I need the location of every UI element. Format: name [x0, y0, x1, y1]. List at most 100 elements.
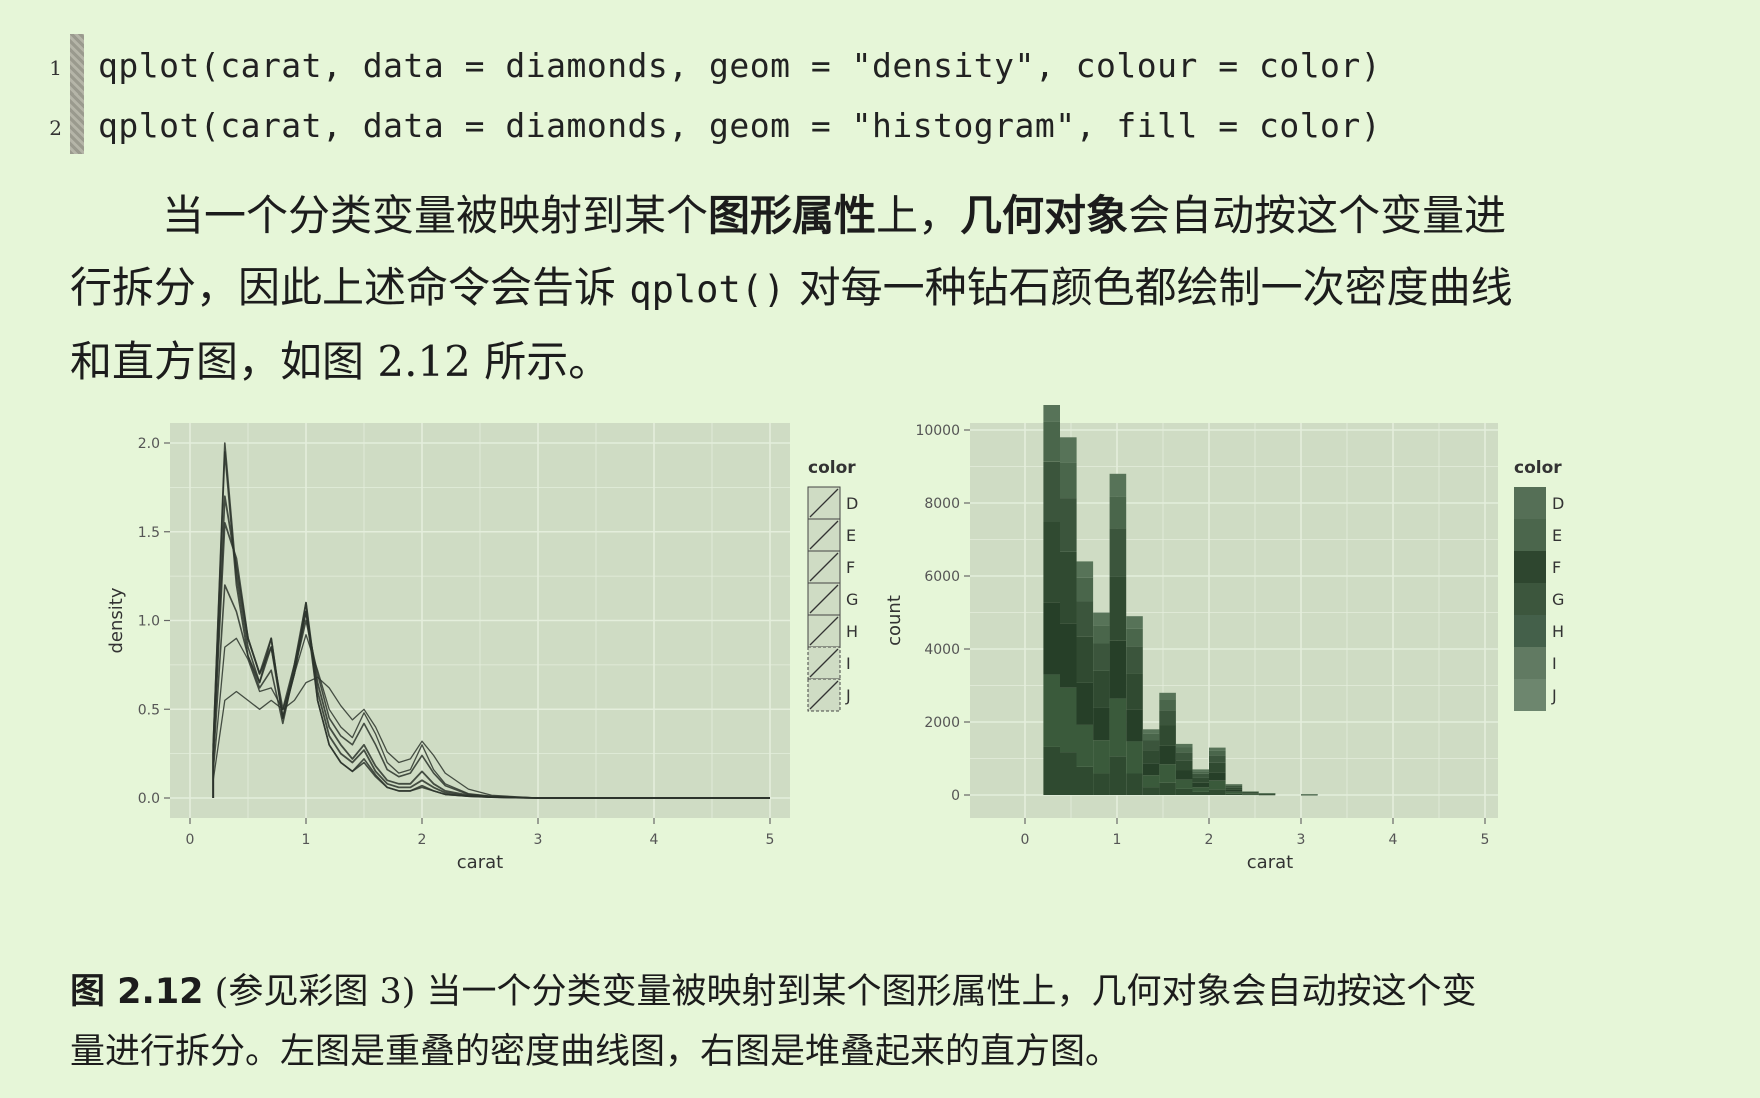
hist-bar-segment	[1060, 687, 1077, 753]
hist-bar-segment	[1109, 473, 1127, 497]
hist-bar-segment	[1076, 682, 1094, 725]
para-text: 和直方图，如图 2.12 所示。	[70, 337, 611, 386]
hist-bar-segment	[1258, 793, 1276, 794]
legend-title: color	[808, 458, 856, 478]
hist-bar-segment	[1076, 636, 1094, 683]
para-text: 行拆分，因此上述命令会告诉	[70, 263, 630, 312]
hist-bar-segment	[1175, 788, 1193, 795]
hist-bar-segment	[1225, 784, 1243, 785]
x-tick-label: 4	[650, 832, 659, 848]
hist-bar-segment	[1142, 775, 1160, 788]
x-tick-label: 1	[1113, 832, 1122, 848]
legend-key	[1514, 551, 1546, 583]
y-tick-label: 1.5	[138, 525, 160, 541]
hist-bar-segment	[1159, 764, 1176, 783]
hist-bar-segment	[1192, 769, 1209, 772]
hist-bar-segment	[1109, 640, 1127, 699]
hist-bar-segment	[1242, 791, 1259, 792]
y-tick-label: 0.0	[138, 791, 160, 807]
legend-key-line	[809, 648, 839, 678]
hist-bar-segment	[1242, 792, 1259, 794]
hist-bar-segment	[1076, 601, 1094, 637]
hist-bar-segment	[1060, 752, 1077, 795]
hist-bar-segment	[1301, 794, 1318, 795]
x-tick-label: 0	[1021, 832, 1030, 848]
hist-bar-segment	[1225, 791, 1243, 794]
x-tick-label: 0	[186, 832, 195, 848]
hist-bar-segment	[1209, 755, 1226, 763]
hist-bar-segment	[1242, 793, 1259, 795]
y-tick-label: 1.0	[138, 614, 160, 630]
hist-bar-segment	[1060, 462, 1077, 499]
hist-bar-segment	[1043, 522, 1060, 603]
hist-bar-segment	[1109, 698, 1127, 757]
legend-label: G	[846, 590, 858, 609]
histogram-chart: 0 1 2 3 4 5 0 2000 4000 6000 8000 10000 carat count co…	[884, 405, 1564, 873]
x-tick-label: 1	[302, 832, 311, 848]
y-tick-label: 6000	[924, 569, 960, 585]
legend-label: H	[1552, 622, 1564, 641]
hist-bar-segment	[1126, 741, 1143, 774]
caption-text: (参见彩图 3) 当一个分类变量被映射到某个图形属性上，几何对象会自动按这个变	[203, 972, 1477, 1012]
para-text: 对每一种钻石颜色都绘制一次密度曲线	[785, 263, 1513, 312]
legend-key-line	[809, 584, 839, 614]
para-text: 会自动按这个变量进	[1128, 191, 1507, 240]
hist-bar-segment	[1225, 787, 1243, 790]
hist-bar-segment	[1192, 791, 1209, 795]
hist-bar-segment	[1159, 782, 1176, 795]
hist-bar-segment	[1209, 789, 1226, 795]
legend-label: D	[1552, 494, 1564, 513]
hist-bar-segment	[1043, 405, 1060, 422]
hist-bar-segment	[1159, 745, 1176, 765]
code-text: qplot(carat, data = diamonds, geom = "de…	[98, 46, 1382, 85]
hist-bar-segment	[1192, 771, 1209, 774]
hist-bar-segment	[1060, 498, 1077, 552]
x-axis-label: carat	[457, 852, 503, 873]
hist-bar-segment	[1109, 756, 1127, 795]
para-bold-term: 几何对象	[960, 191, 1129, 240]
x-tick-label: 2	[418, 832, 427, 848]
hist-bar-segment	[1126, 709, 1143, 742]
para-text: 上，	[876, 191, 961, 240]
hist-bar-segment	[1142, 787, 1160, 795]
legend-label: H	[846, 622, 858, 641]
legend-label: D	[846, 494, 858, 513]
hist-bar-segment	[1076, 577, 1094, 602]
hist-bar-segment	[1093, 643, 1110, 671]
legend-key-line	[809, 488, 839, 518]
hist-bar-segment	[1192, 773, 1209, 778]
hist-bar-segment	[1093, 625, 1110, 644]
line-number: 2	[49, 116, 62, 140]
hist-bar-segment	[1076, 561, 1094, 578]
hist-bar-segment	[1242, 794, 1259, 796]
legend-label: E	[846, 526, 856, 545]
code-line: 1 qplot(carat, data = diamonds, geom = "…	[30, 34, 1530, 94]
hist-bar-segment	[1060, 551, 1077, 624]
legend-key	[1514, 679, 1546, 711]
hist-bar-segment	[1159, 700, 1176, 711]
hist-bar-segment	[1109, 528, 1127, 577]
y-tick-label: 2.0	[138, 436, 160, 452]
legend-label: I	[846, 654, 851, 673]
legend-label: G	[1552, 590, 1564, 609]
legend-key	[1514, 519, 1546, 551]
hist-bar-segment	[1242, 792, 1259, 793]
hist-bar-segment	[1258, 794, 1276, 795]
hist-bar-segment	[1258, 794, 1276, 795]
hist-bar-segment	[1043, 461, 1060, 522]
hist-bar-segment	[1225, 785, 1243, 788]
hist-bar-segment	[1126, 616, 1143, 629]
code-marker-bar	[70, 94, 84, 154]
density-line-G	[212, 522, 770, 799]
hist-bar-segment	[1175, 760, 1193, 771]
para-inline-code: qplot()	[629, 268, 786, 311]
hist-bar-segment	[1043, 674, 1060, 747]
legend-key-line	[809, 520, 839, 550]
legend-label: I	[1552, 654, 1557, 673]
y-tick-label: 2000	[924, 715, 960, 731]
hist-bar-segment	[1258, 794, 1276, 796]
hist-bar-segment	[1225, 784, 1243, 786]
hist-bar-segment	[1258, 793, 1276, 795]
